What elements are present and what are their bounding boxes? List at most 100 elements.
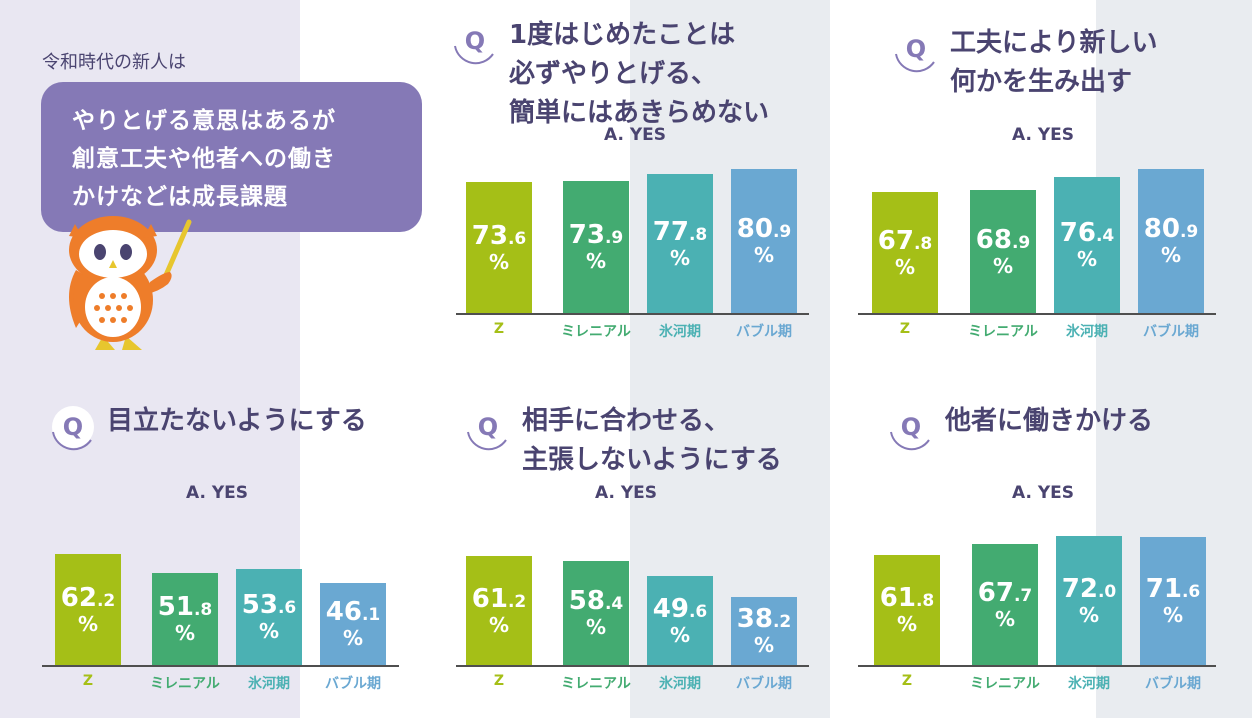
q-badge-icon: Q [52,406,94,451]
question-title: 相手に合わせる、 主張しないようにする [522,402,782,480]
bubble-line: 創意工夫や他者への働き [72,146,336,172]
answer-label: A. YES [1012,125,1075,145]
question-title-line: 主張しないようにする [522,445,782,475]
question-title-line: 工夫により新しい [950,28,1158,58]
bar-value-label: 76.4% [1054,220,1120,269]
bar-value-number: 72.0 [1061,573,1117,604]
bar-value-label: 73.6% [466,223,532,272]
bar-value-unit: % [753,243,775,267]
bar-value-unit: % [174,621,196,645]
question-title: 1度はじめたことは 必ずやりとげる、簡単にはあきらめない [509,16,769,133]
bar-value-number: 77.8 [652,216,708,247]
bar-value-number: 46.1 [325,597,381,627]
bar [1140,537,1206,665]
q-badge-icon: Q [454,20,496,65]
bar-value-unit: % [753,633,775,657]
q-badge-label: Q [901,413,921,441]
category-label: ミレニアル [150,676,220,692]
chart-baseline [858,313,1216,315]
question-title-line: 1度はじめたことは [509,20,736,50]
bar-value-unit: % [488,249,510,274]
category-label: Z [901,673,913,689]
bar [872,192,938,313]
speech-bubble: やりとげる意思はあるが 創意工夫や他者への働き かけなどは成長課題 [41,82,422,232]
bar-value-label: 67.8% [872,228,938,277]
bar [1056,536,1122,665]
bar-value-label: 61.2% [466,586,532,635]
q-badge-label: Q [906,35,926,63]
category-label: バブル期 [736,676,792,692]
bar-value-label: 46.1% [320,599,386,648]
bar-value-label: 67.7% [972,580,1038,629]
bar-value-label: 80.9% [1138,216,1204,265]
question-title-line: 必ずやりとげる、 [509,59,718,89]
bar-value-unit: % [992,253,1014,278]
chart-baseline [42,665,399,667]
q-badge-label: Q [478,413,498,441]
bar-value-number: 73.9 [568,220,624,250]
bar-value-number: 73.6 [471,220,527,251]
bar-value-number: 76.4 [1059,218,1115,248]
bar-value-label: 77.8% [647,219,713,268]
bar [731,169,797,313]
bar-value-number: 61.8 [879,583,935,613]
bar-value-unit: % [1160,243,1182,267]
bar-value-number: 49.6 [652,593,708,624]
bar-value-label: 72.0% [1056,576,1122,625]
bar-value-unit: % [1076,247,1098,271]
bar-value-number: 67.7 [977,577,1033,608]
bar-value-label: 71.6% [1140,576,1206,625]
bar-value-label: 53.6% [236,592,302,641]
bubble-line: かけなどは成長課題 [72,184,288,210]
category-label: ミレニアル [970,676,1040,692]
category-label: バブル期 [1145,676,1201,692]
bar-value-number: 61.2 [471,583,527,614]
bar-value-unit: % [488,612,510,637]
answer-label: A. YES [604,125,667,145]
bar-value-unit: % [894,254,916,279]
question-title: 工夫により新しい 何かを生み出す [950,24,1157,102]
bar [647,174,713,313]
bar-value-unit: % [585,249,607,273]
bar [563,181,629,313]
question-title-line: 簡単にはあきらめない [509,98,770,128]
question-title-line: 他者に働きかける [945,406,1154,436]
bar-value-number: 53.6 [241,590,297,620]
bar-value-number: 80.9 [1143,214,1199,244]
bar [466,182,532,313]
category-label: 氷河期 [1068,676,1110,692]
chart-baseline [858,665,1216,667]
category-label: ミレニアル [561,676,631,692]
bar-value-number: 58.4 [568,586,624,616]
question-title: 目立たないようにする [107,402,367,441]
bar-value-unit: % [1162,603,1184,627]
bar [152,573,218,665]
category-label: ミレニアル [561,324,631,340]
bar [1138,169,1204,313]
bar-value-label: 80.9% [731,216,797,265]
bar-value-unit: % [585,615,607,639]
bar-value-unit: % [994,606,1016,631]
chart-baseline [456,665,809,667]
bar [1054,177,1120,313]
bar-value-unit: % [342,626,364,650]
bar-value-label: 73.9% [563,222,629,271]
q-badge-icon: Q [890,406,932,451]
category-label: 氷河期 [659,324,701,340]
category-label: バブル期 [736,324,792,340]
category-label: 氷河期 [248,676,290,692]
category-label: 氷河期 [1066,324,1108,340]
intro-caption: 令和時代の新人は [42,52,186,73]
bar-value-label: 61.8% [874,585,940,634]
bubble-line: やりとげる意思はあるが [72,108,336,134]
bar [731,597,797,665]
bar-value-label: 68.9% [970,227,1036,276]
bar-value-label: 58.4% [563,588,629,637]
bar [874,555,940,665]
category-label: バブル期 [325,676,381,692]
category-label: Z [493,321,505,337]
bar-value-number: 38.2 [736,604,792,634]
category-label: Z [493,673,505,689]
bar-value-number: 67.8 [877,225,933,256]
bar-value-number: 71.6 [1145,574,1201,604]
